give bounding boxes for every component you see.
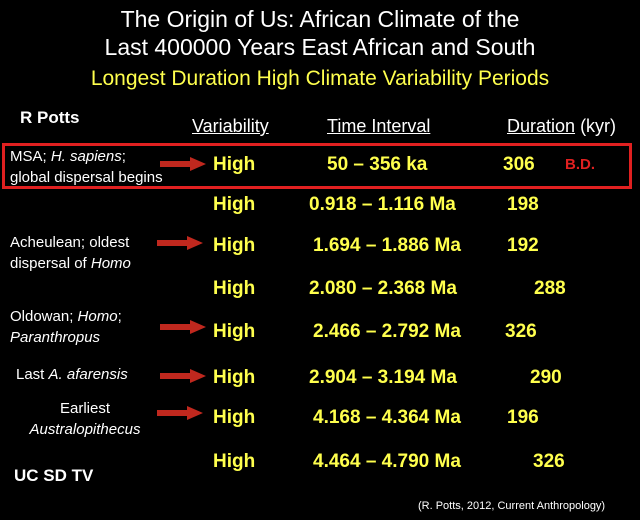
row-8-variability: High — [213, 451, 256, 472]
label-oldowan: Oldowan; Homo; Paranthropus — [10, 306, 122, 348]
label-msa-line2: global dispersal begins — [10, 169, 163, 186]
row-7-duration: 196 — [507, 407, 539, 428]
label-oldowan-punct: ; — [117, 308, 122, 325]
header-time-interval: Time Interval — [327, 116, 431, 136]
arrow-icon — [157, 406, 203, 420]
label-oldowan-line2: Paranthropus — [10, 329, 101, 346]
row-2-variability: High — [213, 194, 256, 215]
row-4-variability: High — [213, 278, 256, 299]
title-line-1: The Origin of Us: African Climate of the — [120, 6, 520, 32]
row-8-interval: 4.464 – 4.790 Ma — [313, 451, 461, 472]
row-2-interval: 0.918 – 1.116 Ma — [309, 194, 456, 215]
row-6-variability: High — [213, 367, 256, 388]
arrow-icon — [160, 157, 206, 171]
row-5-interval: 2.466 – 2.792 Ma — [313, 321, 461, 342]
header-duration-unit: (kyr) — [580, 116, 617, 136]
row-5-variability: High — [213, 321, 256, 342]
row-4-duration: 288 — [534, 278, 566, 299]
row-3-duration: 192 — [507, 235, 539, 256]
arrow-icon — [160, 369, 206, 383]
label-msa: MSA; H. sapiens; global dispersal begins — [10, 146, 163, 188]
header-duration-label: Duration — [507, 116, 576, 136]
label-oldowan-text: Oldowan; — [10, 308, 78, 325]
header-variability: Variability — [192, 116, 269, 136]
arrow-icon — [160, 320, 206, 334]
label-earliest: Earliest Australopithecus — [0, 398, 170, 440]
watermark: UC SD TV — [14, 466, 94, 485]
label-acheulean: Acheulean; oldest dispersal of Homo — [10, 232, 131, 274]
label-acheulean-line1: Acheulean; oldest — [10, 234, 130, 251]
row-8-duration: 326 — [533, 451, 565, 472]
label-acheulean-text: dispersal of — [10, 255, 91, 272]
row-1-duration: 306 — [503, 154, 535, 175]
row-3-interval: 1.694 – 1.886 Ma — [313, 235, 461, 256]
bd-mark: B.D. — [565, 156, 595, 173]
row-1-interval: 50 – 356 ka — [327, 154, 428, 175]
title-line-2: Last 400000 Years East African and South — [104, 34, 536, 60]
row-5-duration: 326 — [505, 321, 537, 342]
subtitle: Longest Duration High Climate Variabilit… — [90, 67, 550, 90]
source-citation: (R. Potts, 2012, Current Anthropology) — [418, 500, 606, 512]
label-acheulean-genus: Homo — [90, 255, 131, 272]
label-msa-text: MSA; — [10, 148, 51, 165]
row-1-variability: High — [213, 154, 256, 175]
row-6-interval: 2.904 – 3.194 Ma — [309, 367, 457, 388]
row-6-duration: 290 — [530, 367, 562, 388]
label-earliest-line2: Australopithecus — [29, 421, 141, 438]
label-oldowan-genus: Homo — [77, 308, 118, 325]
highlight-box — [2, 143, 632, 189]
row-7-variability: High — [213, 407, 256, 428]
label-afarensis-species: A. afarensis — [48, 366, 128, 383]
label-msa-species: H. sapiens — [50, 148, 122, 165]
label-msa-punct: ; — [121, 148, 126, 165]
arrow-icon — [157, 236, 203, 250]
label-afarensis-text: Last — [16, 366, 49, 383]
header-duration: Duration (kyr) — [507, 116, 616, 137]
row-7-interval: 4.168 – 4.364 Ma — [313, 407, 461, 428]
row-4-interval: 2.080 – 2.368 Ma — [309, 278, 457, 299]
row-3-variability: High — [213, 235, 256, 256]
row-2-duration: 198 — [507, 194, 539, 215]
label-afarensis: Last A. afarensis — [16, 364, 128, 385]
label-earliest-line1: Earliest — [59, 400, 111, 417]
author: R Potts — [20, 108, 80, 127]
